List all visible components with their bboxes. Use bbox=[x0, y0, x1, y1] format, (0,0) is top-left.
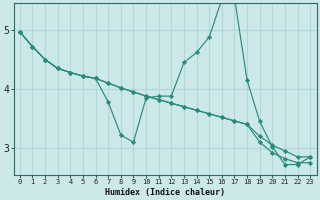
X-axis label: Humidex (Indice chaleur): Humidex (Indice chaleur) bbox=[105, 188, 225, 197]
